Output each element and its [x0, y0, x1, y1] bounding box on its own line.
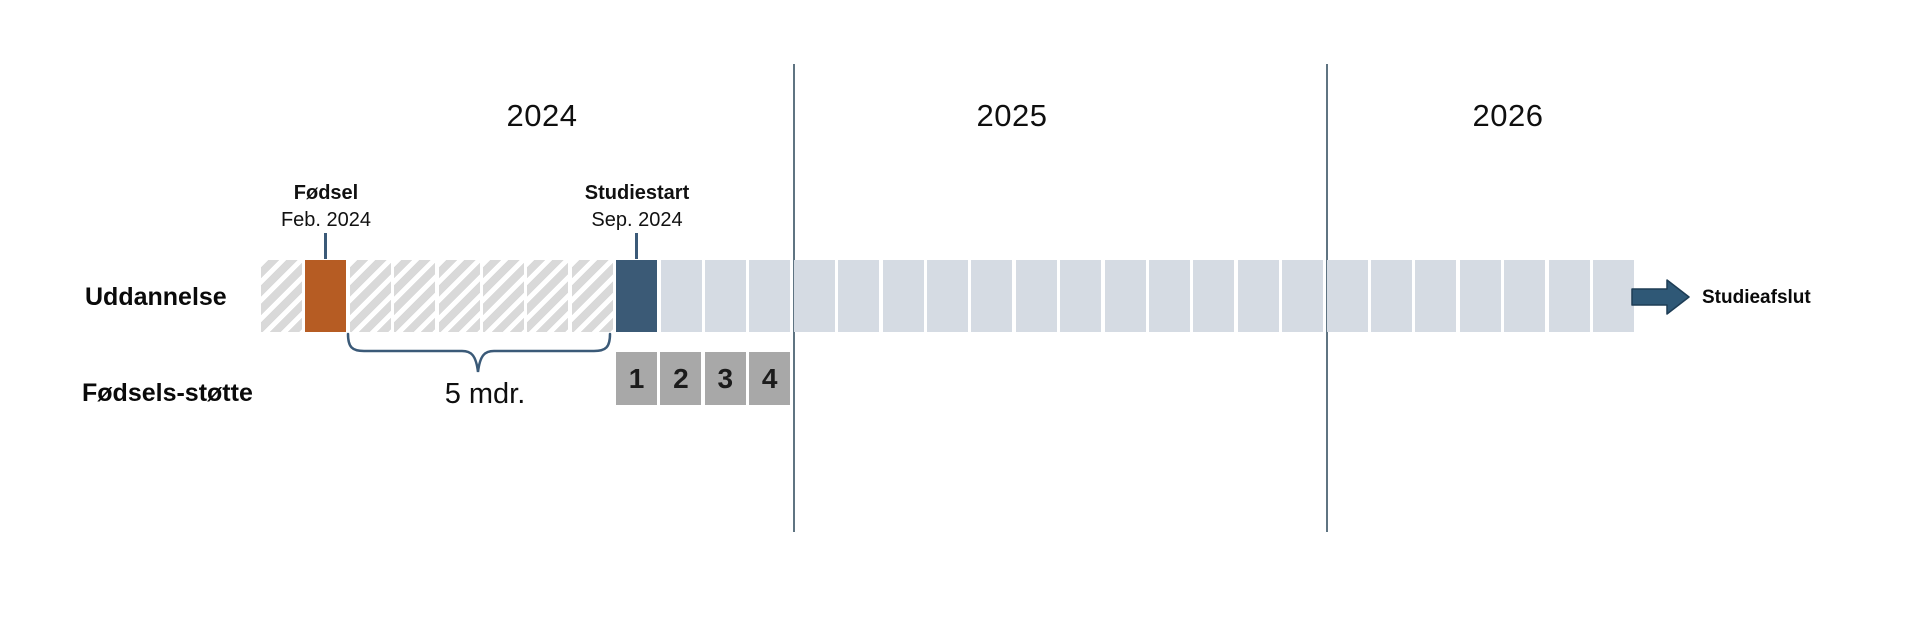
month-cell-study — [971, 260, 1013, 332]
month-cell-study-start — [616, 260, 658, 332]
month-cell-study — [1459, 260, 1501, 332]
month-cell-study — [1237, 260, 1279, 332]
education-timeline-bar — [261, 260, 1643, 332]
birth-event-date: Feb. 2024 — [280, 209, 372, 231]
month-cell-study — [1015, 260, 1057, 332]
month-cell-study — [1548, 260, 1590, 332]
month-cell-study — [1282, 260, 1324, 332]
support-block-3: 3 — [704, 352, 746, 405]
month-cell-hatched — [483, 260, 524, 332]
month-cell-study — [749, 260, 791, 332]
month-cell-hatched — [349, 260, 391, 332]
month-cell-study — [882, 260, 924, 332]
month-cell-hatched — [438, 260, 480, 332]
support-block-2: 2 — [660, 352, 702, 405]
month-cell-study — [705, 260, 746, 332]
month-cell-study — [1371, 260, 1412, 332]
study-start-leader-line — [635, 233, 638, 259]
study-start-event-label: Studiestart Sep. 2024 — [585, 180, 689, 234]
month-cell-study — [1104, 260, 1146, 332]
duration-brace — [346, 332, 612, 373]
study-start-event-date: Sep. 2024 — [591, 209, 683, 231]
month-cell-hatched — [394, 260, 436, 332]
year-label-2024: 2024 — [506, 98, 578, 133]
month-cell-study — [1326, 260, 1368, 332]
month-cell-study — [1060, 260, 1102, 332]
month-cell-hatched — [527, 260, 569, 332]
birth-event-label: Fødsel Feb. 2024 — [281, 180, 371, 234]
month-cell-hatched — [261, 260, 302, 332]
study-end-label: Studieafslut — [1702, 287, 1811, 308]
support-block-4: 4 — [749, 352, 791, 405]
year-label-2026: 2026 — [1472, 98, 1544, 133]
month-cell-study — [838, 260, 880, 332]
study-start-event-title: Studiestart — [584, 182, 690, 204]
support-block-1: 1 — [616, 352, 657, 405]
month-cell-study — [1149, 260, 1190, 332]
birth-event-title: Fødsel — [293, 182, 359, 204]
month-cell-study — [1415, 260, 1457, 332]
row-label-uddannelse: Uddannelse — [85, 283, 227, 311]
month-cell-study — [927, 260, 968, 332]
month-cell-study — [660, 260, 702, 332]
birth-leader-line — [324, 233, 327, 259]
month-cell-study — [1193, 260, 1235, 332]
year-label-2025: 2025 — [976, 98, 1048, 133]
duration-label: 5 mdr. — [444, 378, 526, 410]
month-cell-study — [793, 260, 835, 332]
month-cell-study — [1504, 260, 1546, 332]
study-end-arrow-icon — [1631, 279, 1690, 315]
month-cell-birth — [305, 260, 347, 332]
month-cell-hatched — [571, 260, 613, 332]
row-label-foedsels-stoette: Fødsels-støtte — [82, 379, 253, 407]
month-cell-study — [1593, 260, 1634, 332]
